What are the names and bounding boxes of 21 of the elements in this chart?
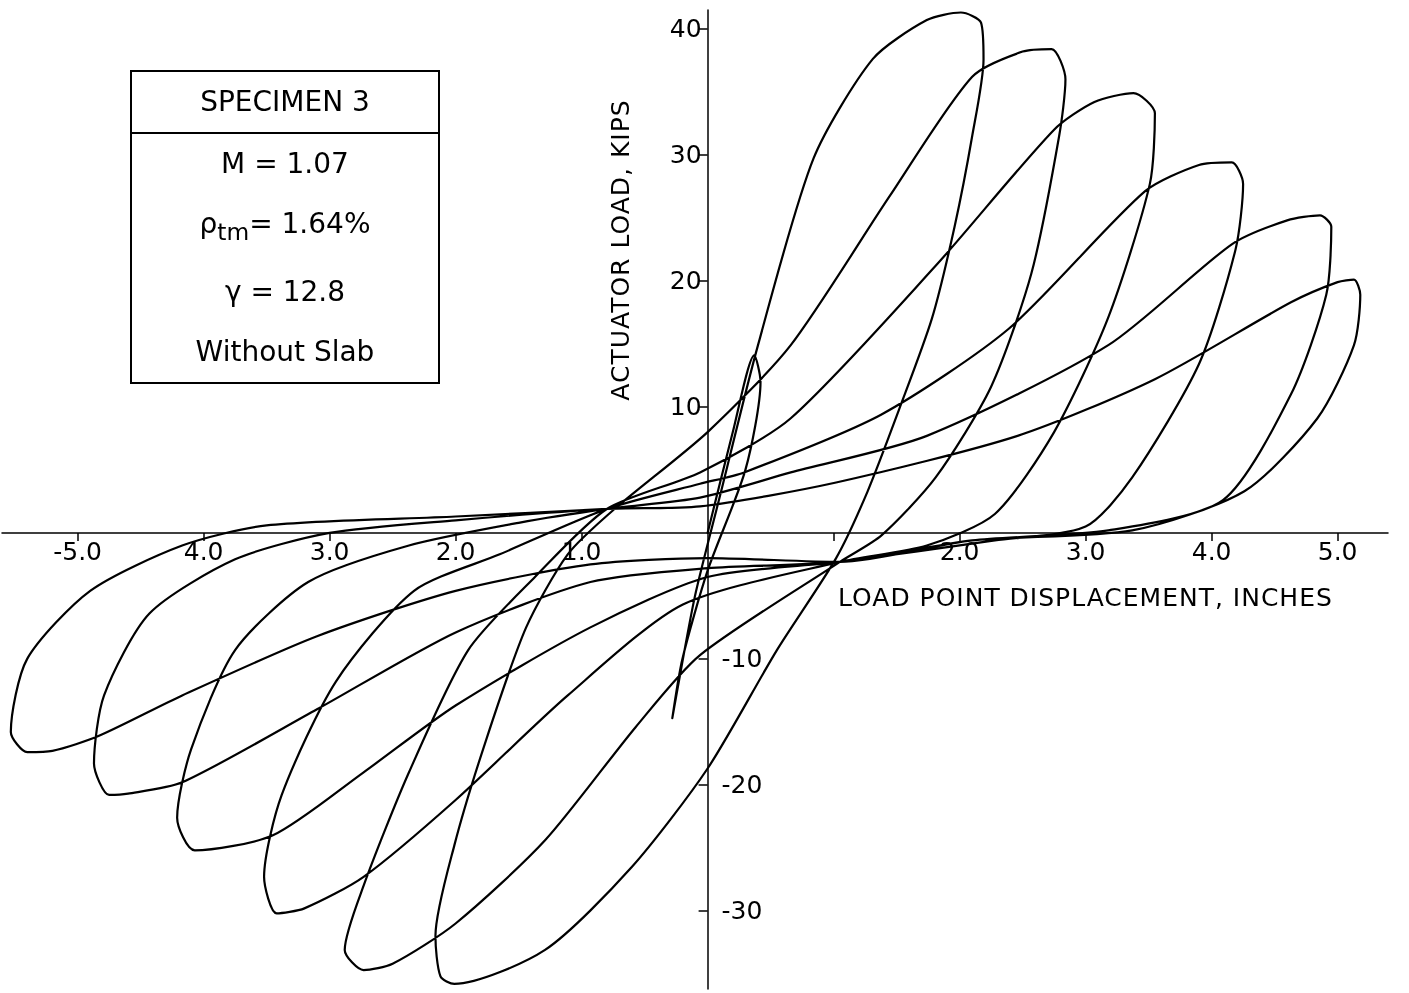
y2-tick-label: -20	[721, 770, 763, 800]
x-tick-label: 2.0	[435, 536, 476, 566]
y-axis-title: ACTUATOR LOAD, KIPS	[605, 99, 635, 401]
x-tick-label: 4.0	[183, 536, 224, 566]
x-tick-label: 4.0	[1191, 536, 1232, 566]
annotation: SPECIMEN 3	[132, 72, 438, 134]
annotation: Without Slab	[194, 333, 376, 370]
x-tick-label: 5.0	[1317, 536, 1358, 566]
y-tick-label: 10	[669, 392, 702, 422]
annotation: M = 1.07	[220, 146, 350, 182]
annotation: γ = 12.8	[223, 273, 347, 310]
y2-tick-label: -30	[721, 896, 763, 926]
x-axis-title: LOAD POINT DISPLACEMENT, INCHES	[838, 583, 1333, 612]
y-tick-label: 20	[669, 266, 702, 296]
x-tick-label: 3.0	[309, 536, 350, 566]
annotation: ρ$_{tm}$= 1.64%	[198, 206, 372, 248]
x-tick-label: 3.0	[1065, 536, 1106, 566]
y-tick-label: 40	[669, 14, 702, 44]
y2-tick-label: -10	[721, 644, 763, 674]
y-tick-label: 30	[669, 140, 702, 170]
x-tick-label: -5.0	[53, 536, 102, 566]
